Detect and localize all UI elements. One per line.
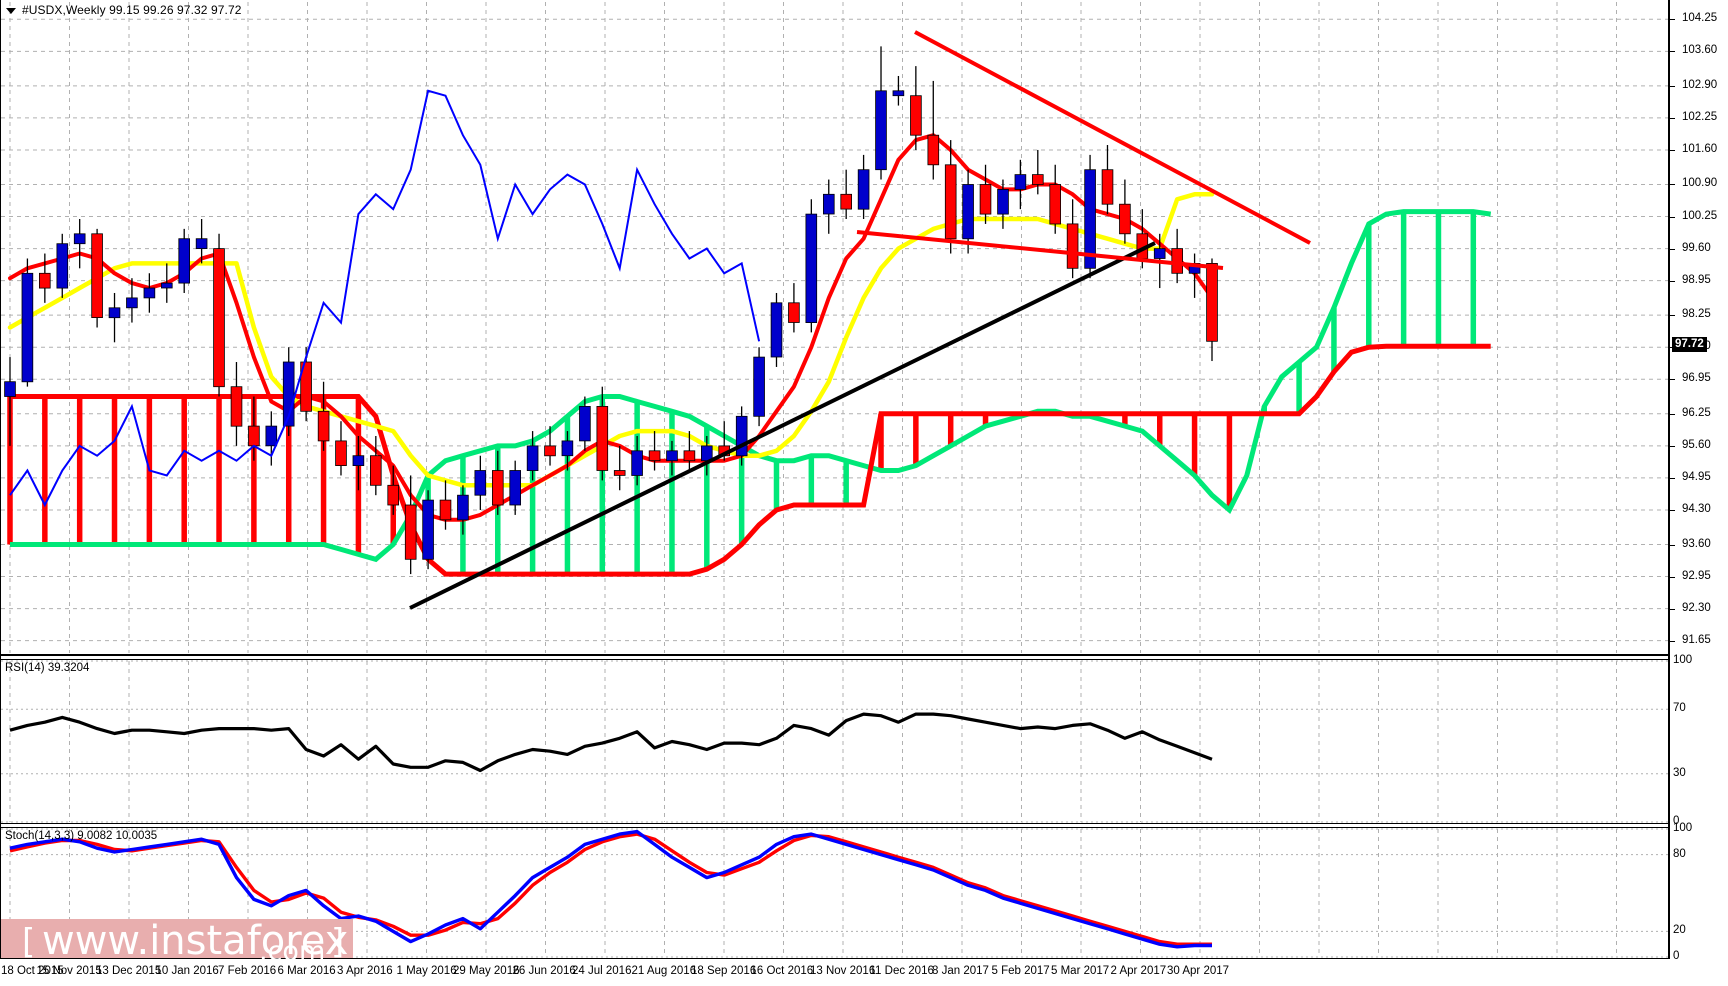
stoch-axis-label: 100 [1673, 822, 1693, 834]
price-axis-tick [1670, 509, 1675, 511]
price-axis-label: 95.60 [1682, 438, 1711, 451]
stoch-indicator-label: Stoch(14,3,3) 9.0082 10.0035 [5, 830, 158, 842]
date-axis-label[interactable]: 15 Nov 2015 [36, 965, 102, 977]
price-axis-label: 102.90 [1682, 78, 1718, 91]
price-axis-tick [1670, 280, 1675, 282]
date-axis-label[interactable]: 13 Dec 2015 [96, 965, 162, 977]
date-axis-label[interactable]: 5 Mar 2017 [1051, 965, 1110, 977]
price-axis-tick [1670, 149, 1675, 151]
date-axis-label[interactable]: 26 Jun 2016 [512, 965, 576, 977]
price-axis-label: 101.60 [1682, 142, 1718, 155]
chart-title: #USDX,Weekly 99.15 99.26 97.32 97.72 [22, 3, 242, 17]
stoch-panel-top-border [0, 827, 1669, 828]
price-axis-label: 96.25 [1682, 406, 1711, 419]
date-axis-label[interactable]: 21 Aug 2016 [631, 965, 697, 977]
price-axis-tick [1670, 608, 1675, 610]
price-axis-tick [1670, 413, 1675, 415]
rsi-indicator-label: RSI(14) 39.3204 [5, 662, 90, 674]
price-axis-tick [1670, 544, 1675, 546]
date-axis-label[interactable]: 5 Feb 2017 [991, 965, 1050, 977]
price-axis-tick [1670, 576, 1675, 578]
price-axis-label: 94.30 [1682, 502, 1711, 515]
price-axis-tick [1670, 184, 1675, 186]
date-axis-label[interactable]: 16 Oct 2016 [750, 965, 814, 977]
rsi-axis-label: 30 [1673, 766, 1686, 779]
price-axis-label: 96.95 [1682, 372, 1711, 385]
stoch-axis-label: 20 [1673, 924, 1686, 937]
price-axis-label: 91.65 [1682, 633, 1711, 646]
price-axis-label: 103.60 [1682, 44, 1718, 57]
price-axis-tick [1670, 379, 1675, 381]
price-axis-tick [1670, 85, 1675, 87]
price-axis-tick [1670, 117, 1675, 119]
rsi-axis-label: 70 [1673, 702, 1686, 715]
price-axis-tick [1670, 445, 1675, 447]
rsi-panel-bottom-border [0, 823, 1669, 824]
rsi-panel-top-border [0, 659, 1669, 660]
price-axis-label: 98.95 [1682, 273, 1711, 286]
stoch-axis-label: 80 [1673, 847, 1686, 860]
price-axis-label: 100.90 [1682, 177, 1718, 190]
chart-dropdown-arrow[interactable] [6, 8, 16, 14]
price-axis-label: 94.95 [1682, 470, 1711, 483]
watermark-bracket-open: [ [22, 922, 36, 962]
date-axis-label[interactable]: 13 Nov 2016 [810, 965, 876, 977]
current-price-tag: 97.72 [1672, 337, 1707, 352]
price-axis-label: 92.95 [1682, 569, 1711, 582]
price-axis-tick [1670, 640, 1675, 642]
date-axis-label[interactable]: 11 Dec 2016 [869, 965, 934, 977]
price-axis-label: 98.25 [1682, 308, 1711, 321]
price-axis-label: 102.25 [1682, 110, 1718, 123]
price-axis-label: 100.25 [1682, 209, 1718, 222]
watermark-text: www.instaforex [42, 918, 349, 964]
price-axis-tick [1670, 315, 1675, 317]
watermark-band [1, 919, 353, 958]
date-axis-label[interactable]: 10 Jan 2016 [155, 965, 219, 977]
price-axis-tick [1670, 248, 1675, 250]
date-axis-label[interactable]: 18 Oct 2015 [1, 965, 64, 977]
date-axis-label[interactable]: 3 Apr 2016 [337, 965, 393, 977]
date-axis-label[interactable]: 7 Feb 2016 [218, 965, 277, 977]
rsi-axis-label: 0 [1673, 815, 1680, 827]
date-axis-label[interactable]: 29 May 2016 [453, 965, 520, 977]
price-axis-tick [1670, 216, 1675, 218]
price-axis-tick [1670, 51, 1675, 53]
price-axis-label: 92.30 [1682, 601, 1711, 614]
date-axis-label[interactable]: 30 Apr 2017 [1167, 965, 1230, 977]
rsi-axis-label: 100 [1673, 654, 1693, 666]
price-axis-label: 93.60 [1682, 537, 1711, 550]
date-axis-label[interactable]: 1 May 2016 [396, 965, 457, 977]
stoch-panel-bottom-border [0, 958, 1669, 959]
date-axis-label[interactable]: 24 Jul 2016 [572, 965, 632, 977]
price-panel-bottom-border [0, 654, 1669, 656]
date-axis-label[interactable]: 2 Apr 2017 [1110, 965, 1167, 977]
price-axis-separator [1668, 0, 1670, 959]
price-axis-tick [1670, 477, 1675, 479]
date-axis-label[interactable]: 8 Jan 2017 [932, 965, 989, 977]
price-axis-tick [1670, 19, 1675, 21]
stoch-axis-label: 0 [1673, 950, 1680, 962]
price-axis-label: 99.60 [1682, 241, 1711, 254]
chart-left-border [0, 0, 1, 959]
watermark-bracket-close: ] [331, 922, 345, 962]
date-axis-label[interactable]: 6 Mar 2016 [277, 965, 336, 977]
price-axis-label: 104.25 [1682, 12, 1718, 25]
date-axis-label[interactable]: 18 Sep 2016 [691, 965, 757, 977]
watermark-suffix: .com [259, 936, 326, 967]
